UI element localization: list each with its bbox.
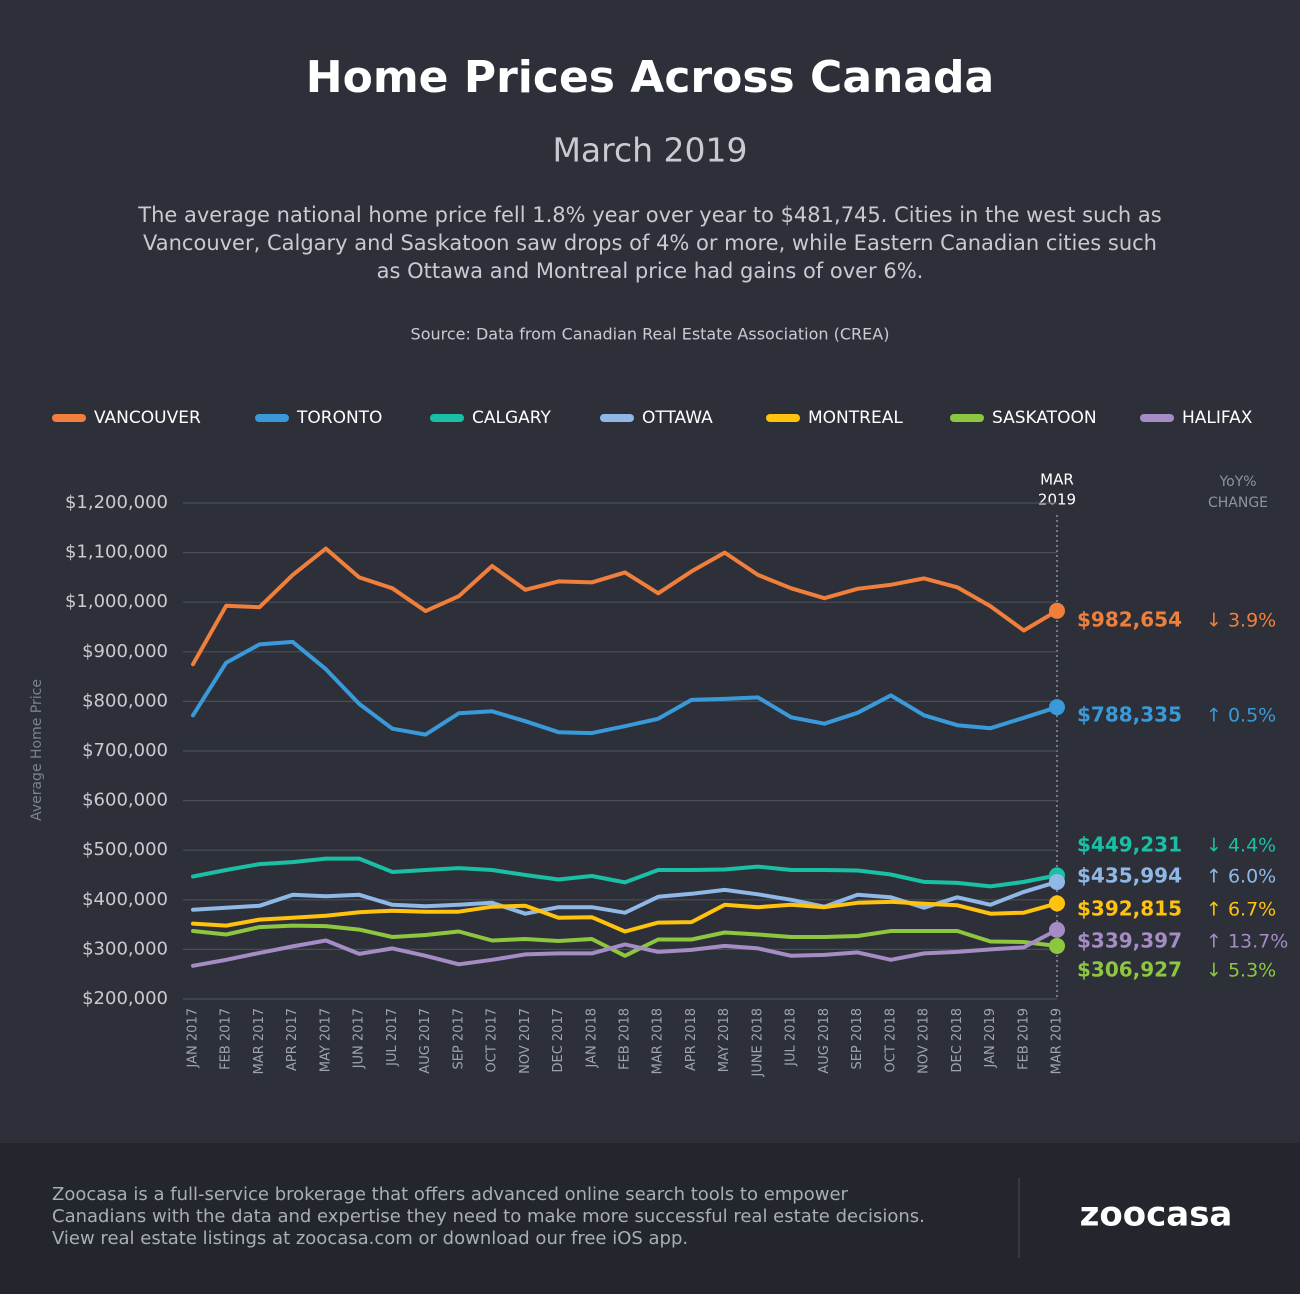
x-tick-label: JUN 2017 [352, 1008, 367, 1069]
x-tick-label: MAR 2019 [1050, 1008, 1065, 1074]
legend-label: TORONTO [296, 408, 382, 428]
x-tick-label: FEB 2019 [1016, 1008, 1031, 1070]
x-tick-label: JUNE 2018 [750, 1008, 765, 1078]
x-tick-label: JUL 2018 [784, 1008, 799, 1067]
value-label: $982,654 [1077, 608, 1182, 632]
chart-title: Home Prices Across Canada [306, 52, 994, 103]
x-tick-label: APR 2018 [684, 1008, 699, 1071]
x-tick-label: DEC 2018 [950, 1008, 965, 1073]
x-tick-label: AUG 2017 [418, 1008, 433, 1074]
end-point [1049, 937, 1065, 954]
x-tick-label: FEB 2018 [618, 1008, 633, 1070]
end-point [1049, 873, 1065, 890]
x-tick-label: MAY 2017 [318, 1008, 333, 1072]
series-line [191, 927, 1059, 968]
yoy-header: CHANGE [1208, 495, 1268, 511]
series-line [191, 923, 1059, 958]
yoy-change: ↑ 0.5% [1206, 705, 1276, 727]
marker-label: 2019 [1038, 491, 1076, 509]
legend-label: MONTREAL [808, 408, 903, 428]
yoy-change: ↑ 6.7% [1206, 899, 1276, 921]
value-label: $306,927 [1077, 958, 1182, 982]
x-tick-label: SEP 2017 [451, 1008, 466, 1070]
value-label: $339,397 [1077, 929, 1182, 953]
yoy-change: ↓ 4.4% [1206, 835, 1276, 857]
end-point [1049, 602, 1065, 619]
x-tick-label: AUG 2018 [817, 1008, 832, 1074]
description-line: Vancouver, Calgary and Saskatoon saw dro… [143, 231, 1157, 255]
logo: zoocasa [1080, 1195, 1233, 1235]
x-tick-label: DEC 2017 [551, 1008, 566, 1073]
grid: $200,000 $300,000 $400,000 $500,000 $600,000… [65, 492, 1065, 1078]
x-tick-label: MAY 2018 [717, 1008, 732, 1072]
x-tick-label: MAR 2018 [651, 1008, 666, 1074]
yoy-change: ↑ 13.7% [1206, 931, 1288, 953]
source: Source: Data from Canadian Real Estate A… [411, 325, 890, 344]
x-tick-label: FEB 2017 [219, 1008, 234, 1070]
y-tick-label: $300,000 [82, 938, 168, 959]
x-tick-label: NOV 2017 [518, 1008, 533, 1074]
series-line [191, 856, 1059, 889]
footer-text: Zoocasa is a full-service brokerage that… [52, 1184, 849, 1205]
value-label: $392,815 [1077, 897, 1182, 921]
y-tick-label: $900,000 [82, 641, 168, 662]
yoy-change: ↓ 3.9% [1206, 610, 1276, 632]
y-tick-label: $200,000 [82, 988, 168, 1009]
chart-subtitle: March 2019 [552, 131, 747, 170]
marker-label: MAR [1040, 471, 1074, 489]
legend-label: OTTAWA [642, 408, 713, 428]
value-label: $788,335 [1077, 703, 1182, 727]
description-line: The average national home price fell 1.8… [137, 203, 1161, 227]
footer-background [0, 1143, 1300, 1294]
legend-label: VANCOUVER [94, 408, 201, 428]
y-tick-label: $700,000 [82, 740, 168, 761]
end-point [1049, 895, 1065, 912]
x-tick-label: APR 2017 [285, 1008, 300, 1071]
x-tick-label: NOV 2018 [917, 1008, 932, 1074]
description-line: as Ottawa and Montreal price had gains o… [377, 259, 924, 283]
legend-label: CALGARY [472, 408, 551, 428]
legend-label: SASKATOON [992, 408, 1097, 428]
y-tick-label: $1,000,000 [65, 591, 168, 612]
x-tick-label: JAN 2019 [983, 1008, 998, 1068]
yoy-change: ↓ 5.3% [1206, 960, 1276, 982]
legend-label: HALIFAX [1182, 408, 1253, 428]
series-line [191, 639, 1059, 737]
x-tick-label: JAN 2017 [186, 1008, 201, 1068]
end-point [1049, 921, 1065, 938]
value-label: $449,231 [1077, 833, 1182, 857]
y-tick-label: $800,000 [82, 690, 168, 711]
y-tick-label: $600,000 [82, 790, 168, 811]
value-label: $435,994 [1077, 864, 1182, 888]
y-tick-label: $500,000 [82, 839, 168, 860]
x-tick-label: SEP 2018 [850, 1008, 865, 1070]
footer-text: View real estate listings at zoocasa.com… [52, 1228, 688, 1249]
x-tick-label: JAN 2018 [584, 1008, 599, 1068]
plot: $982,654 ↓ 3.9% $788,335 ↑ 0.5% $449,231 ↓ 4.… [191, 546, 1288, 982]
series-line [191, 546, 1059, 667]
x-tick-label: JUL 2017 [385, 1008, 400, 1067]
yoy-header: YoY% [1218, 474, 1256, 490]
y-tick-label: $1,200,000 [65, 492, 168, 513]
y-tick-label: $400,000 [82, 889, 168, 910]
series-line [191, 899, 1059, 934]
x-tick-label: OCT 2017 [485, 1008, 500, 1072]
y-tick-label: $1,100,000 [65, 542, 168, 563]
yoy-change: ↑ 6.0% [1206, 866, 1276, 888]
footer-text: Canadians with the data and expertise th… [52, 1206, 925, 1227]
x-tick-label: OCT 2018 [883, 1008, 898, 1072]
x-tick-label: MAR 2017 [252, 1008, 267, 1074]
end-point [1049, 699, 1065, 716]
y-axis-title: Average Home Price [29, 679, 45, 821]
